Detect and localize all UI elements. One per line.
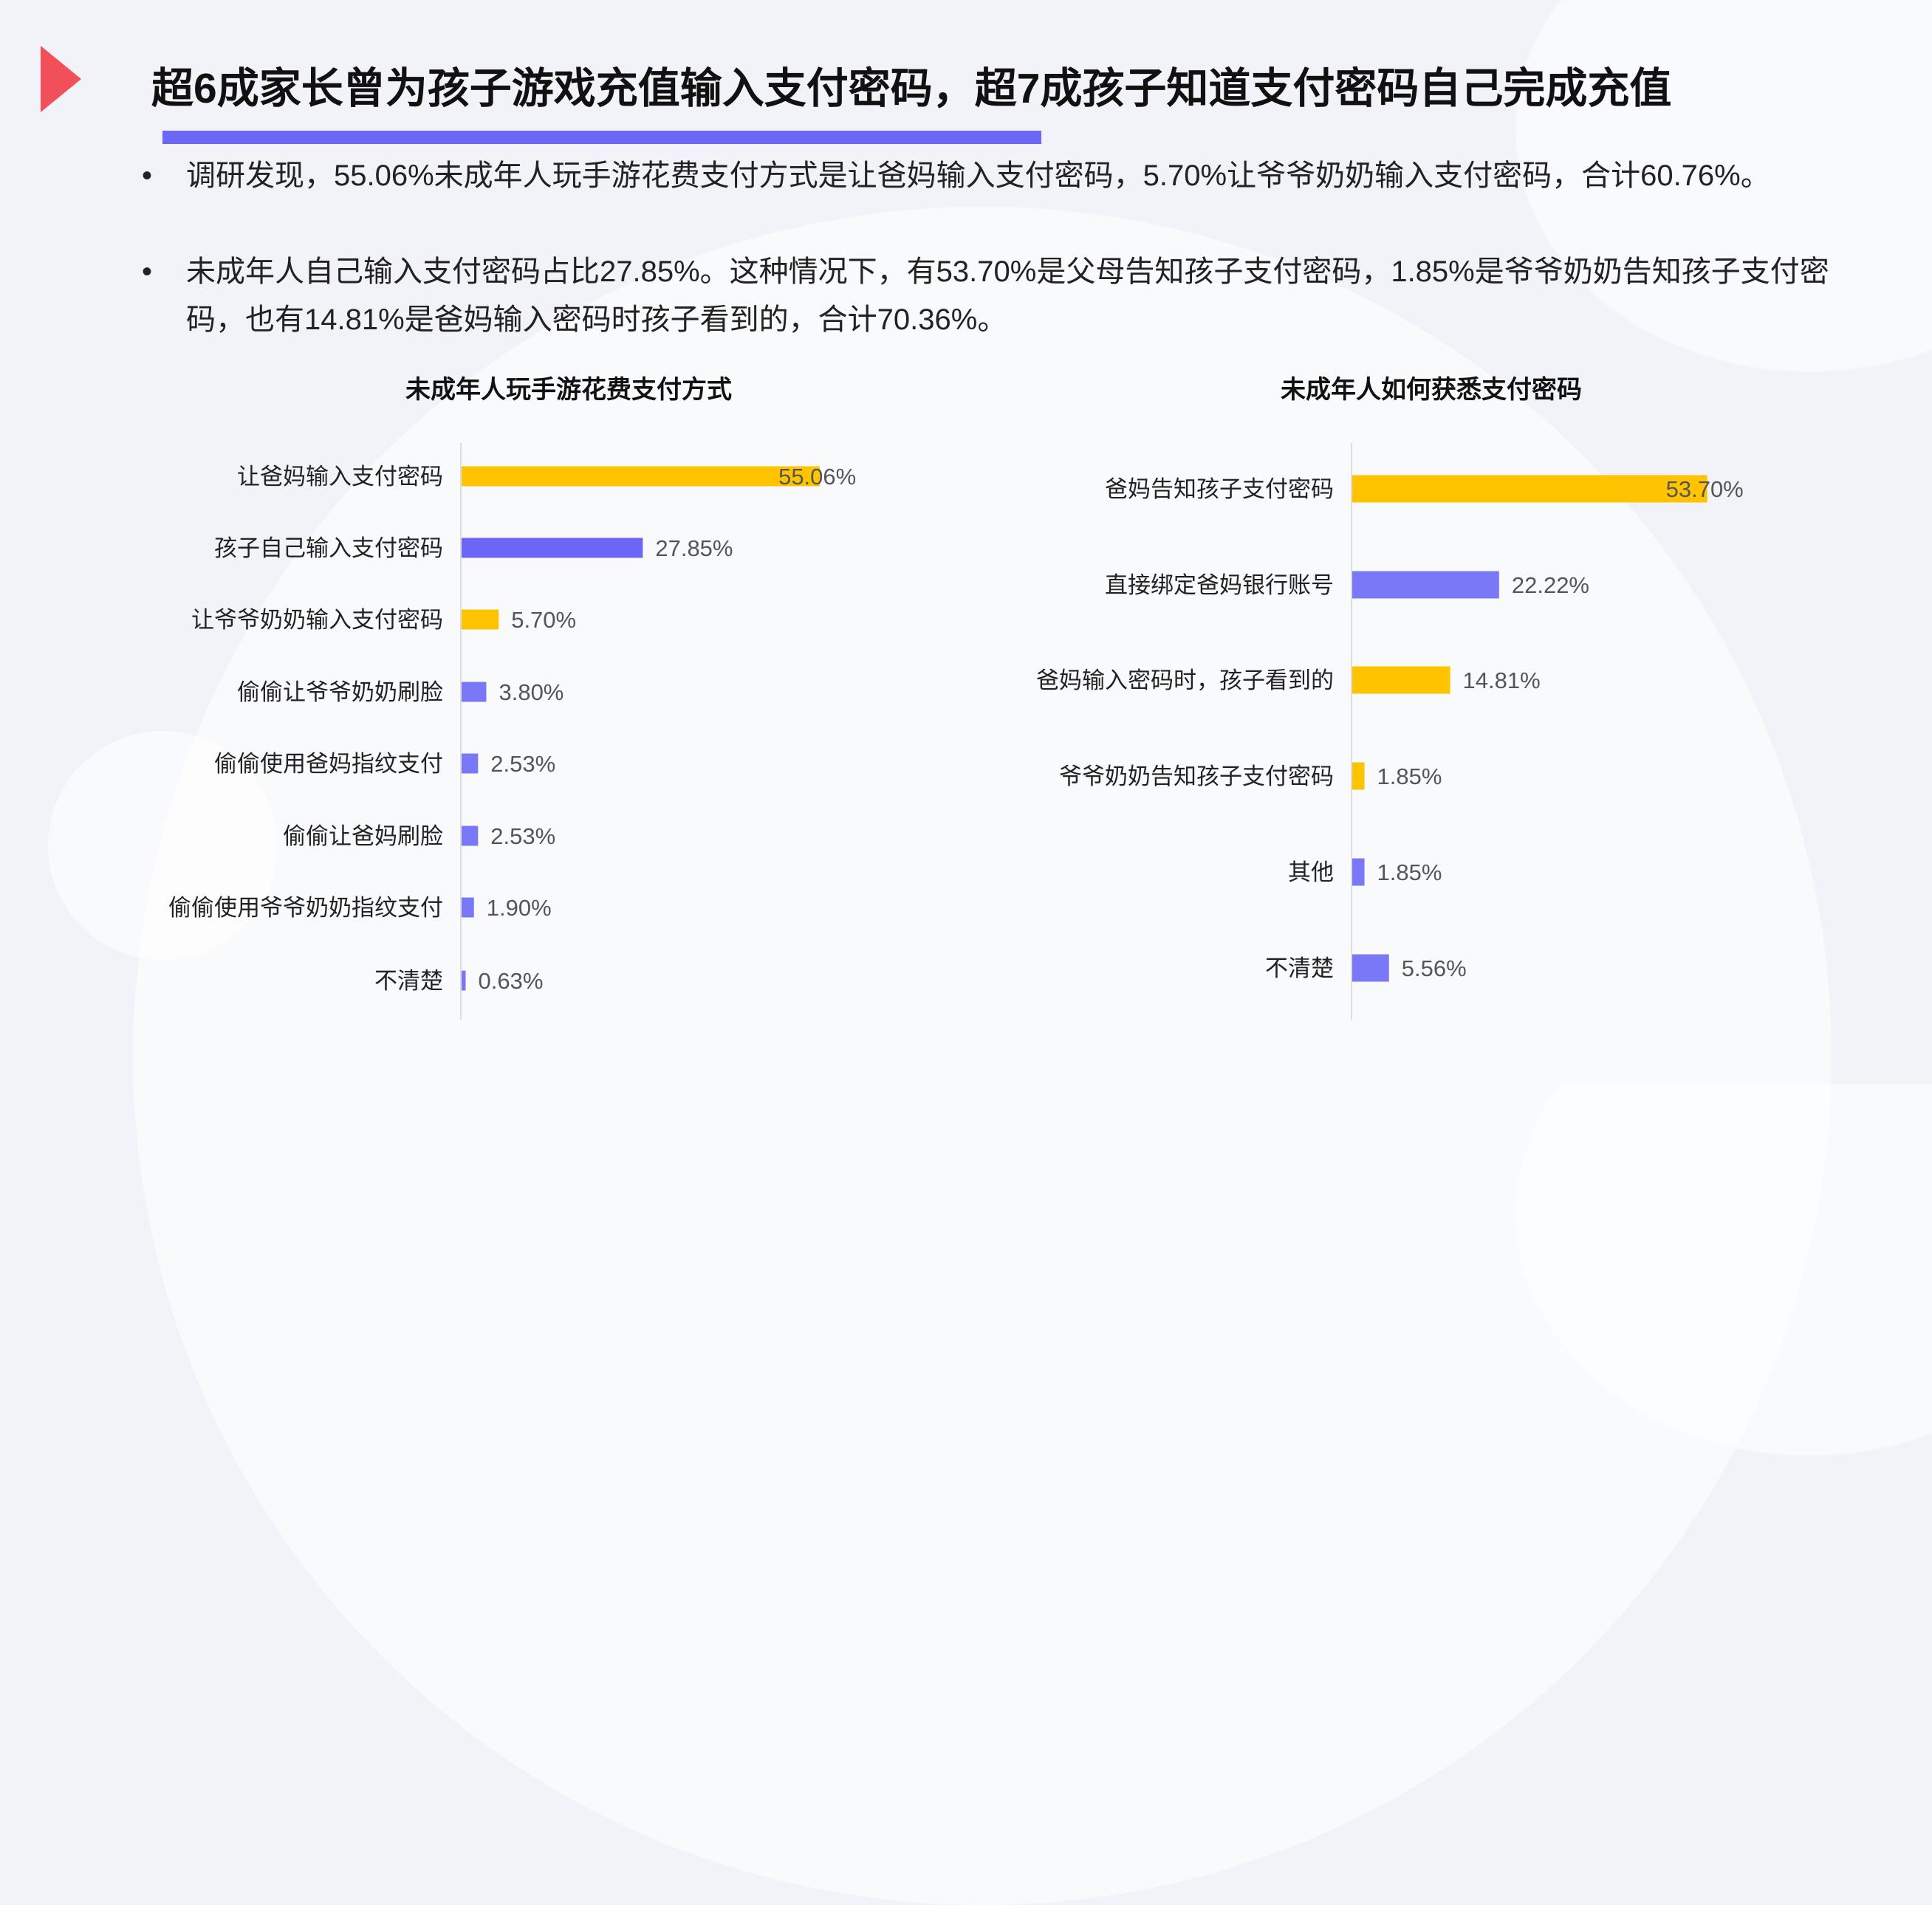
bar xyxy=(1352,571,1499,599)
category-label: 爸妈告知孩子支付密码 xyxy=(1105,476,1334,502)
bar xyxy=(462,753,479,774)
chart2-title: 未成年人如何获悉支付密码 xyxy=(1281,376,1582,404)
data-label: 2.53% xyxy=(490,823,555,849)
bullet-dot: • xyxy=(142,159,153,192)
bar xyxy=(462,970,466,991)
data-label: 55.06% xyxy=(778,464,856,490)
bar xyxy=(462,466,821,487)
data-label: 22.22% xyxy=(1512,572,1589,598)
bar xyxy=(462,897,474,918)
data-label: 5.70% xyxy=(511,607,576,633)
charts-svg: 让爸妈输入支付密码 55.06% 孩子自己输入支付密码 27.85% 让爷爷奶奶输入支付… xyxy=(168,443,1744,1020)
title-marker-icon xyxy=(41,46,81,112)
category-label: 偷偷让爸妈刷脸 xyxy=(283,823,443,849)
category-label: 爷爷奶奶告知孩子支付密码 xyxy=(1059,763,1334,789)
bg-circle xyxy=(48,731,277,960)
category-label: 让爷爷奶奶输入支付密码 xyxy=(191,607,443,633)
category-label: 偷偷让爷爷奶奶刷脸 xyxy=(237,679,443,705)
bar xyxy=(462,538,643,558)
category-label: 偷偷使用爷爷奶奶指纹支付 xyxy=(168,895,443,921)
category-label: 直接绑定爸妈银行账号 xyxy=(1105,572,1334,598)
bullet-dot: • xyxy=(142,255,153,288)
bar xyxy=(462,682,487,702)
chart-2: 爸妈告知孩子支付密码 53.70% 直接绑定爸妈银行账号 22.22% 爸妈输入密码时，… xyxy=(1036,443,1744,1020)
data-label: 14.81% xyxy=(1463,667,1541,693)
bar xyxy=(1352,666,1450,694)
category-label: 让爸妈输入支付密码 xyxy=(237,464,443,490)
page-title: 超6成家长曾为孩子游戏充值输入支付密码，超7成孩子知道支付密码自己完成充值 xyxy=(151,65,1672,112)
data-label: 2.53% xyxy=(490,751,555,777)
category-label: 孩子自己输入支付密码 xyxy=(214,535,443,561)
bar xyxy=(1352,858,1365,886)
data-label: 1.90% xyxy=(487,895,552,921)
bar xyxy=(1352,475,1707,503)
bullet-text: 调研发现，55.06%未成年人玩手游花费支付方式是让爸妈输入支付密码，5.70%… xyxy=(186,159,1770,192)
data-label: 1.85% xyxy=(1377,763,1442,789)
bar xyxy=(1352,954,1389,982)
title-underline xyxy=(162,131,1041,144)
chart-1: 让爸妈输入支付密码 55.06% 孩子自己输入支付密码 27.85% 让爷爷奶奶输入支付… xyxy=(168,443,856,1020)
bar xyxy=(1352,762,1365,790)
data-label: 1.85% xyxy=(1377,859,1442,885)
category-label: 不清楚 xyxy=(1265,955,1334,981)
bullet-text: 未成年人自己输入支付密码占比27.85%。这种情况下，有53.70%是父母告知孩… xyxy=(186,255,1829,336)
data-label: 3.80% xyxy=(499,679,564,705)
bullet-item: • 未成年人自己输入支付密码占比27.85%。这种情况下，有53.70%是父母告… xyxy=(142,248,1840,344)
category-label: 偷偷使用爸妈指纹支付 xyxy=(214,751,443,777)
bullet-item: • 调研发现，55.06%未成年人玩手游花费支付方式是让爸妈输入支付密码，5.7… xyxy=(142,152,1840,200)
bar xyxy=(462,609,499,630)
data-label: 0.63% xyxy=(479,968,544,994)
chart1-title: 未成年人玩手游花费支付方式 xyxy=(405,376,732,404)
category-label: 其他 xyxy=(1288,859,1334,885)
category-label: 爸妈输入密码时，孩子看到的 xyxy=(1036,667,1334,693)
data-label: 53.70% xyxy=(1666,476,1744,502)
data-label: 27.85% xyxy=(655,535,733,561)
category-label: 不清楚 xyxy=(374,968,443,994)
bar xyxy=(462,826,479,846)
data-label: 5.56% xyxy=(1402,955,1467,981)
